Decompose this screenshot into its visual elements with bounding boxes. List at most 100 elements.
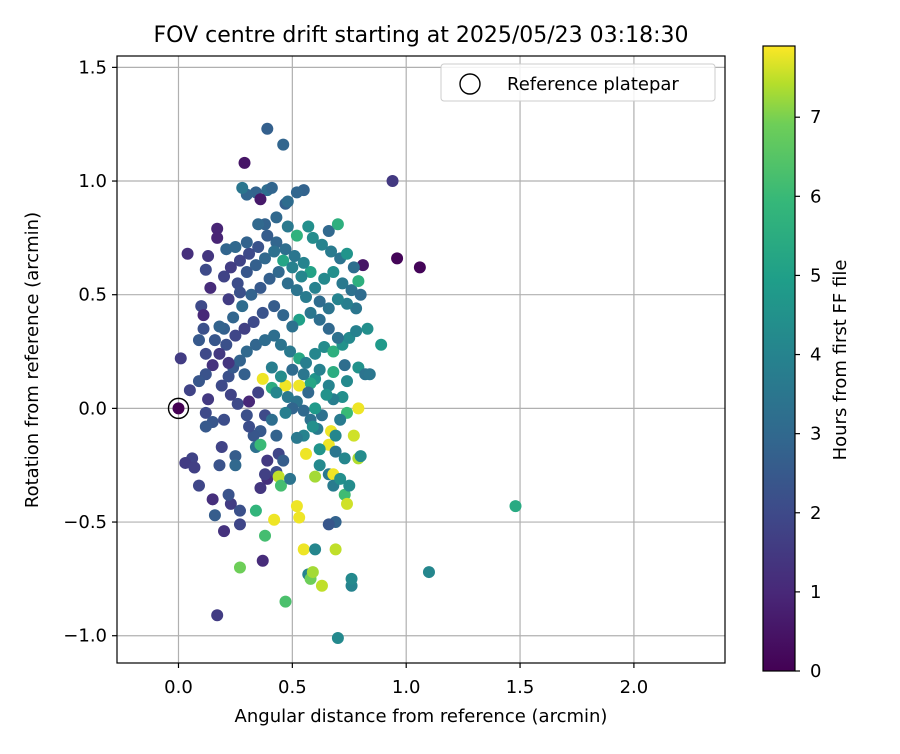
scatter-point [309,281,322,294]
scatter-point [286,320,299,333]
scatter-point [208,509,221,522]
scatter-point [322,225,335,238]
scatter-point [259,252,272,265]
scatter-point [188,461,201,474]
scatter-point [224,261,237,274]
scatter-point [329,445,342,458]
scatter-point [352,275,365,288]
scatter-point [222,488,235,501]
grid-lines [117,56,725,663]
scatter-point [331,631,344,644]
scatter-point [259,334,272,347]
scatter-point [229,329,242,342]
scatter-point [181,247,194,260]
scatter-point [227,311,240,324]
scatter-point [222,293,235,306]
scatter-point [279,243,292,256]
scatter-point [325,245,338,258]
scatter-point [199,406,212,419]
scatter-point [340,297,353,310]
scatter-point [338,452,351,465]
data-points [172,122,522,644]
scatter-point [249,504,262,517]
scatter-point [229,450,242,463]
scatter-point [256,372,269,385]
colorbar-tick-label: 4 [810,345,821,366]
scatter-point [306,420,319,433]
scatter-point [354,450,367,463]
scatter-point [309,402,322,415]
scatter-point [290,186,303,199]
scatter-point [304,306,317,319]
scatter-point [315,238,328,251]
scatter-point [327,366,340,379]
scatter-point [375,338,388,351]
scatter-point [238,156,251,169]
scatter-point [318,340,331,353]
scatter-point [199,263,212,276]
scatter-point [183,384,196,397]
scatter-point [309,543,322,556]
scatter-point [202,393,215,406]
scatter-point [254,481,267,494]
scatter-point [268,245,281,258]
scatter-point [309,347,322,360]
scatter-point [297,543,310,556]
scatter-point [313,459,326,472]
scatter-point [240,265,253,278]
scatter-point [302,220,315,233]
scatter-point [233,354,246,367]
scatter-point [320,388,333,401]
y-tick-label: 0.5 [78,285,107,306]
scatter-point [220,338,233,351]
scatter-point [297,368,310,381]
reference-marker-group [167,397,190,420]
scatter-point [233,254,246,267]
scatter-point [327,265,340,278]
scatter-point [261,454,274,467]
scatter-point [331,218,344,231]
scatter-point [350,325,363,338]
scatter-point [247,429,260,442]
scatter-point [249,259,262,272]
scatter-point [363,368,376,381]
scatter-point [211,231,224,244]
scatter-point [336,277,349,290]
scatter-point [290,229,303,242]
scatter-point [238,322,251,335]
scatter-point [192,479,205,492]
x-tick-label: 1.5 [506,677,535,698]
scatter-point [199,347,212,360]
scatter-point [192,375,205,388]
scatter-point [218,413,231,426]
scatter-point [240,345,253,358]
scatter-point [322,518,335,531]
scatter-point [286,261,299,274]
y-tick-label: −1.0 [63,626,107,647]
colorbar-tick-label: 1 [810,582,821,603]
scatter-point [211,609,224,622]
scatter-point [354,288,367,301]
colorbar-tick-label: 3 [810,424,821,445]
scatter-point [352,402,365,415]
scatter-point [174,352,187,365]
scatter-point [322,379,335,392]
scatter-point [218,525,231,538]
scatter-point [252,218,265,231]
scatter-point [277,454,290,467]
scatter-point [247,315,260,328]
scatter-point [329,429,342,442]
legend-reference-marker [459,73,481,95]
scatter-point [197,322,210,335]
scatter-point [213,459,226,472]
scatter-point [229,240,242,253]
scatter-point [356,259,369,272]
scatter-point [233,504,246,517]
scatter-point [340,375,353,388]
scatter-point [236,181,249,194]
scatter-point [265,361,278,374]
legend-box [440,63,716,102]
scatter-point [231,397,244,410]
scatter-point [313,363,326,376]
